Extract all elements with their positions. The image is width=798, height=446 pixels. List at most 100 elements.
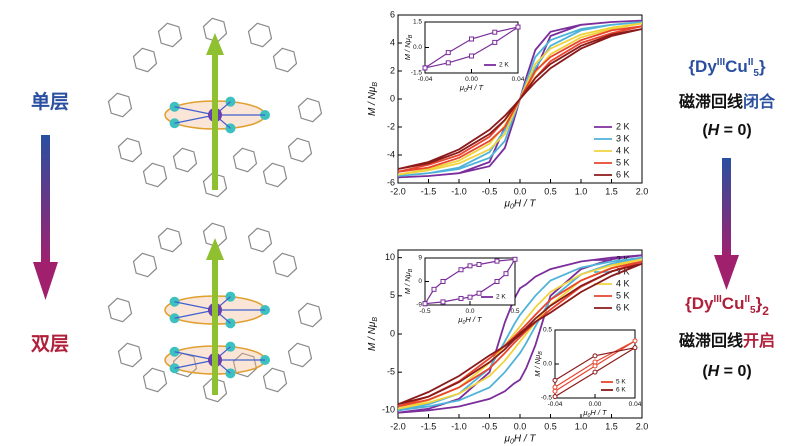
point bbox=[633, 346, 637, 350]
axis-label: M / NμB bbox=[367, 317, 380, 351]
legend-label: 2 K bbox=[616, 121, 630, 131]
y-tick-label: -9 bbox=[416, 302, 422, 309]
x-tick-label: -0.5 bbox=[482, 186, 498, 196]
point bbox=[468, 264, 472, 268]
point bbox=[459, 296, 463, 300]
molecule-ring bbox=[144, 368, 167, 391]
molecule-ring bbox=[274, 48, 297, 71]
double-layer-label: 双层 bbox=[31, 333, 69, 355]
y-tick-label: 0.0 bbox=[543, 361, 552, 368]
figure: 单层 双层 {DyIIICuII5} 磁滞回线闭合 (H = 0) {DyIII… bbox=[0, 0, 798, 446]
x-tick-label: 1.0 bbox=[575, 421, 588, 431]
molecule-ring bbox=[134, 253, 157, 276]
molecule-ring bbox=[119, 343, 142, 366]
x-tick-label: -2.0 bbox=[390, 186, 406, 196]
single-layer-label: 单层 bbox=[31, 90, 69, 113]
cu-atom bbox=[170, 118, 180, 128]
point bbox=[423, 66, 427, 70]
bottom-text: 磁滞回线开启 bbox=[679, 331, 775, 350]
y-tick-label: 4 bbox=[390, 37, 395, 47]
point bbox=[470, 37, 474, 41]
point bbox=[493, 30, 497, 34]
bottom-formula: {DyIIICuII5}2 bbox=[685, 294, 769, 318]
x-tick-label: 1.5 bbox=[605, 421, 618, 431]
legend-label: 6 K bbox=[616, 387, 626, 394]
molecule-ring bbox=[134, 48, 157, 71]
molecule-ring bbox=[264, 368, 287, 391]
molecule-ring bbox=[109, 298, 132, 321]
axis-label-part: B bbox=[408, 268, 414, 272]
axis-label-part: M / Nμ bbox=[367, 86, 378, 116]
text-highlight: 开启 bbox=[743, 331, 775, 350]
axis-label-part: M / Nμ bbox=[403, 38, 412, 60]
molecule-ring bbox=[234, 148, 257, 171]
right-arrow-head bbox=[714, 255, 739, 290]
point bbox=[477, 291, 481, 295]
top-formula: {DyIIICuII5} bbox=[688, 57, 766, 79]
text-part: = 0) bbox=[719, 122, 751, 139]
point bbox=[470, 54, 474, 58]
x-tick-label: -2.0 bbox=[390, 421, 406, 431]
x-tick-label: -1.0 bbox=[451, 421, 467, 431]
x-tick-label: 0.04 bbox=[512, 76, 525, 83]
legend-label: 2 K bbox=[496, 294, 506, 301]
point bbox=[553, 395, 557, 399]
molecules bbox=[109, 18, 322, 401]
y-tick-label: 0.0 bbox=[413, 44, 422, 51]
text-part: H bbox=[708, 363, 720, 380]
molecule-ring bbox=[299, 98, 322, 121]
text-highlight: 闭合 bbox=[743, 92, 776, 111]
axis-label: μ0H / T bbox=[503, 198, 536, 211]
axis-label-part: H / T bbox=[465, 315, 483, 324]
y-tick-label: 10 bbox=[385, 252, 395, 262]
point bbox=[495, 280, 499, 284]
x-tick-label: 1.0 bbox=[575, 186, 588, 196]
formula-sup: III bbox=[717, 57, 726, 68]
spin-arrow-head bbox=[206, 33, 224, 55]
x-tick-label: 2.0 bbox=[636, 186, 649, 196]
x-tick-label: -1.0 bbox=[451, 186, 467, 196]
left-arrow-shaft bbox=[41, 135, 50, 265]
axis-label-part: B bbox=[372, 82, 379, 87]
y-tick-label: 0.5 bbox=[543, 327, 552, 334]
molecule-ring bbox=[264, 163, 287, 186]
x-tick-label: 0.5 bbox=[544, 421, 557, 431]
legend-label: 5 K bbox=[616, 290, 630, 300]
point bbox=[633, 339, 637, 343]
formula-part: Cu bbox=[722, 294, 745, 313]
axis-label-part: H / T bbox=[514, 198, 537, 209]
y-tick-label: -10 bbox=[382, 405, 395, 415]
top-text: 磁滞回线闭合 bbox=[679, 92, 776, 111]
x-tick-label: 0.04 bbox=[629, 401, 642, 408]
molecule-ring bbox=[159, 23, 182, 46]
point bbox=[553, 389, 557, 393]
molecule-ring bbox=[299, 303, 322, 326]
x-tick-label: -0.5 bbox=[482, 421, 498, 431]
legend-label: 4 K bbox=[616, 278, 630, 288]
point bbox=[441, 300, 445, 304]
point bbox=[477, 263, 481, 267]
point bbox=[553, 378, 557, 382]
spin-arrow-head bbox=[206, 238, 224, 260]
point bbox=[593, 354, 597, 358]
y-tick-label: -6 bbox=[387, 177, 395, 187]
y-tick-label: -0.5 bbox=[541, 395, 553, 402]
molecule-ring bbox=[289, 138, 312, 161]
legend-label: 3 K bbox=[616, 133, 630, 143]
y-tick-label: 0 bbox=[390, 328, 395, 338]
formula-sup: II bbox=[748, 57, 754, 68]
point bbox=[516, 25, 520, 29]
x-tick-label: 1.5 bbox=[605, 186, 618, 196]
axis-label: μ0H / T bbox=[503, 433, 536, 446]
molecule-ring bbox=[249, 23, 272, 46]
axis-label-part: B bbox=[372, 317, 379, 322]
point bbox=[593, 364, 597, 368]
legend-label: 6 K bbox=[616, 302, 630, 312]
point bbox=[495, 259, 499, 263]
bottom-condition: (H = 0) bbox=[702, 363, 751, 380]
point bbox=[593, 360, 597, 364]
formula-sub: 2 bbox=[762, 304, 769, 318]
formula-sup: II bbox=[744, 294, 750, 305]
x-tick-label: 0.5 bbox=[510, 308, 519, 315]
x-tick-label: 2.0 bbox=[636, 421, 649, 431]
